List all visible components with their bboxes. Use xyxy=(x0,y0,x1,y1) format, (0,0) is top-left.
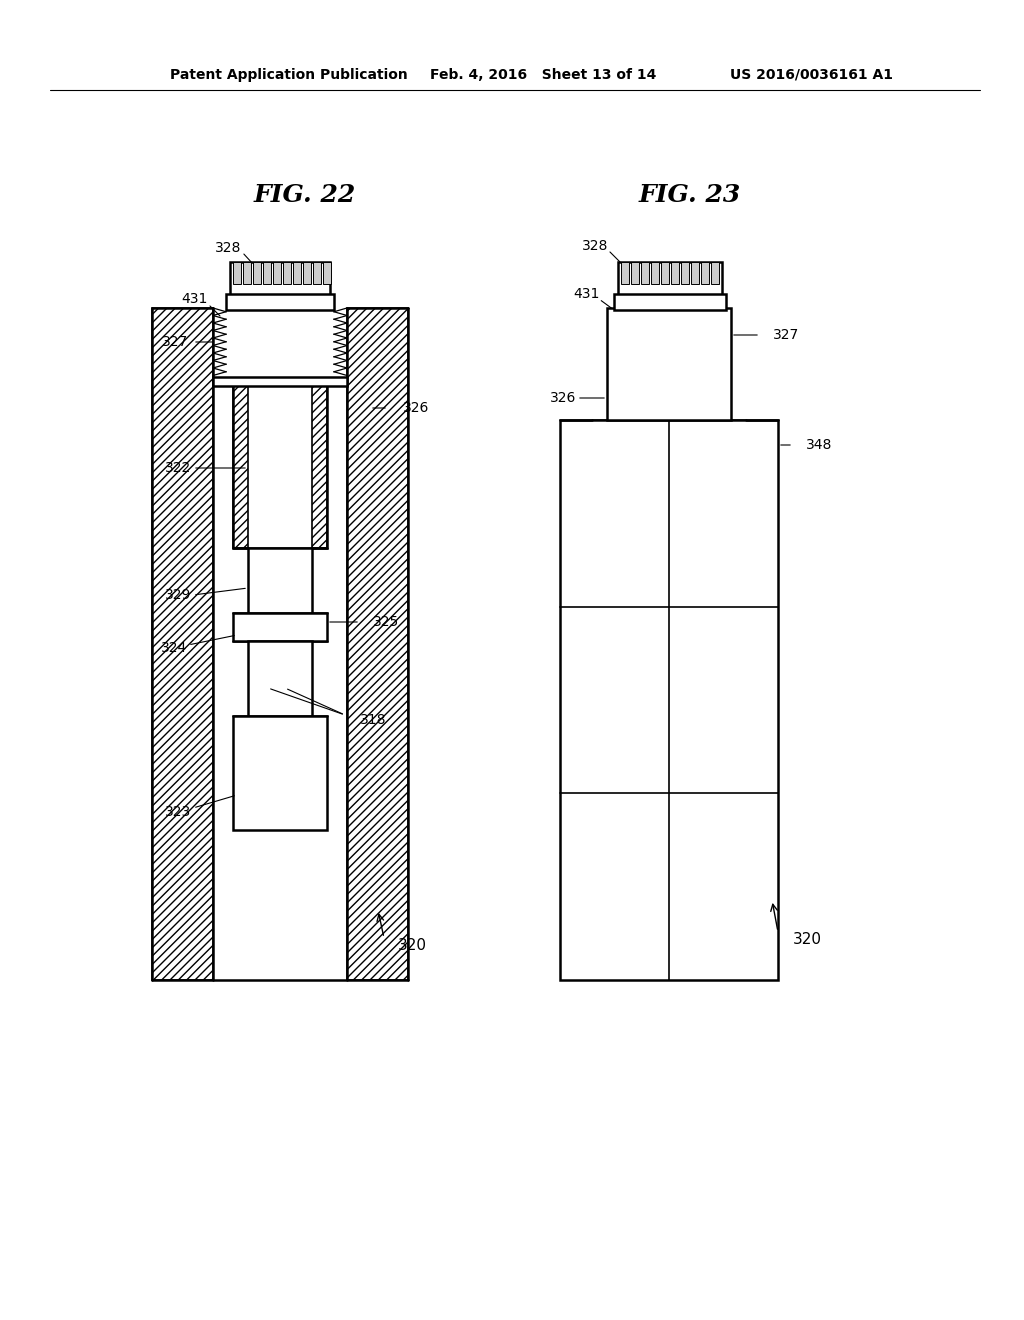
Bar xyxy=(312,383,327,548)
Bar xyxy=(641,261,649,284)
Bar xyxy=(618,261,722,308)
Text: 318: 318 xyxy=(360,713,386,727)
Bar xyxy=(233,715,327,830)
Bar xyxy=(248,548,312,612)
Bar xyxy=(233,612,327,642)
Bar xyxy=(711,261,719,284)
Text: 324: 324 xyxy=(161,642,187,655)
Bar xyxy=(226,294,334,310)
Bar xyxy=(347,308,408,979)
Bar xyxy=(671,261,679,284)
Bar xyxy=(621,261,629,284)
Bar xyxy=(233,383,327,548)
Bar xyxy=(283,261,291,284)
Text: 327: 327 xyxy=(162,335,188,348)
Bar xyxy=(303,261,311,284)
Bar xyxy=(701,261,709,284)
Bar xyxy=(293,261,301,284)
Bar xyxy=(614,294,726,310)
Text: 328: 328 xyxy=(582,239,608,253)
Bar xyxy=(662,261,669,284)
Text: 431: 431 xyxy=(573,286,600,301)
Text: 325: 325 xyxy=(373,615,399,630)
Bar xyxy=(560,420,778,979)
Bar xyxy=(243,261,251,284)
Bar xyxy=(323,261,331,284)
Text: US 2016/0036161 A1: US 2016/0036161 A1 xyxy=(730,69,893,82)
Text: 328: 328 xyxy=(215,242,242,255)
Bar xyxy=(691,261,699,284)
Bar xyxy=(152,308,213,979)
Bar xyxy=(253,261,261,284)
Text: FIG. 23: FIG. 23 xyxy=(639,183,741,207)
Bar xyxy=(248,642,312,715)
Text: 327: 327 xyxy=(773,327,800,342)
Text: Patent Application Publication: Patent Application Publication xyxy=(170,69,408,82)
Bar xyxy=(213,378,347,385)
Bar xyxy=(263,261,271,284)
Bar xyxy=(631,261,639,284)
Text: 320: 320 xyxy=(398,937,427,953)
Text: 326: 326 xyxy=(403,401,429,414)
Text: 348: 348 xyxy=(806,438,833,451)
Text: 329: 329 xyxy=(165,587,191,602)
Bar xyxy=(230,261,330,308)
Text: Feb. 4, 2016   Sheet 13 of 14: Feb. 4, 2016 Sheet 13 of 14 xyxy=(430,69,656,82)
Text: 326: 326 xyxy=(550,391,577,405)
Bar xyxy=(273,261,281,284)
Bar xyxy=(607,308,731,420)
Bar xyxy=(651,261,659,284)
Bar xyxy=(313,261,321,284)
Bar xyxy=(233,383,248,548)
Bar xyxy=(233,261,241,284)
Text: 320: 320 xyxy=(793,932,822,948)
Text: FIG. 22: FIG. 22 xyxy=(254,183,356,207)
Bar xyxy=(681,261,689,284)
Text: 323: 323 xyxy=(165,805,191,818)
Text: 431: 431 xyxy=(181,292,207,306)
Text: 322: 322 xyxy=(165,461,191,475)
